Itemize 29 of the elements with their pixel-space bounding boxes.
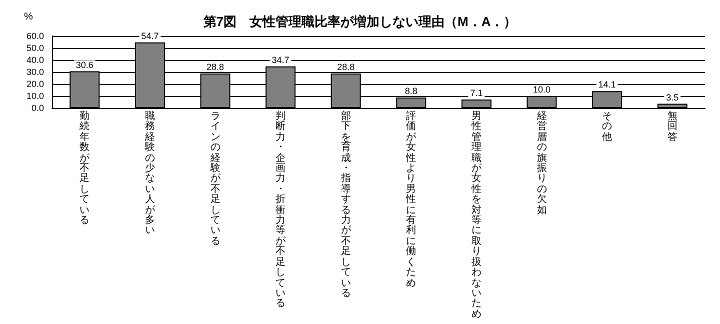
data-label: 10.0 <box>532 84 551 94</box>
y-tick-label: 0.0 <box>31 103 44 113</box>
category-label: ラインの経験が不足している <box>210 111 220 247</box>
category-label: 職務経験の少ない人が多い <box>144 111 155 236</box>
category-label: 男性管理職が女性を対等に取り扱わないため <box>471 111 482 320</box>
y-axis-title: % <box>24 12 33 22</box>
category-label: 勤続年数が不足している <box>80 111 90 226</box>
y-tick-label: 40.0 <box>26 55 44 65</box>
category-label: 評価が女性より男性に有利に働くため <box>406 111 416 288</box>
x-tick-label: その他 <box>601 111 614 144</box>
y-tick-label: 10.0 <box>26 91 44 101</box>
data-label: 28.8 <box>337 62 355 72</box>
category-label: 部下を育成・指導する力が不足している <box>340 111 351 299</box>
y-tick-label: 30.0 <box>26 67 44 77</box>
data-label: 14.1 <box>598 80 616 90</box>
data-label: 34.7 <box>272 54 290 65</box>
y-tick-label: 50.0 <box>26 43 44 53</box>
x-tick-label: 無回答 <box>666 111 678 144</box>
data-label: 8.8 <box>404 86 418 96</box>
data-label: 54.7 <box>141 30 159 41</box>
data-label: 3.5 <box>666 92 679 102</box>
y-tick-label: 60.0 <box>26 31 44 41</box>
data-label: 28.8 <box>206 62 224 72</box>
y-tick-label: 20.0 <box>26 79 44 89</box>
category-label: 経営層の旗振りの欠如 <box>536 111 547 216</box>
chart-title: 第7図 女性管理職比率が増加しない理由（M．A．） <box>202 14 517 29</box>
category-label: 判断力・企画力・折衝力等が不足している <box>276 111 286 310</box>
data-label: 30.6 <box>76 60 94 70</box>
data-label: 7.1 <box>470 88 483 98</box>
